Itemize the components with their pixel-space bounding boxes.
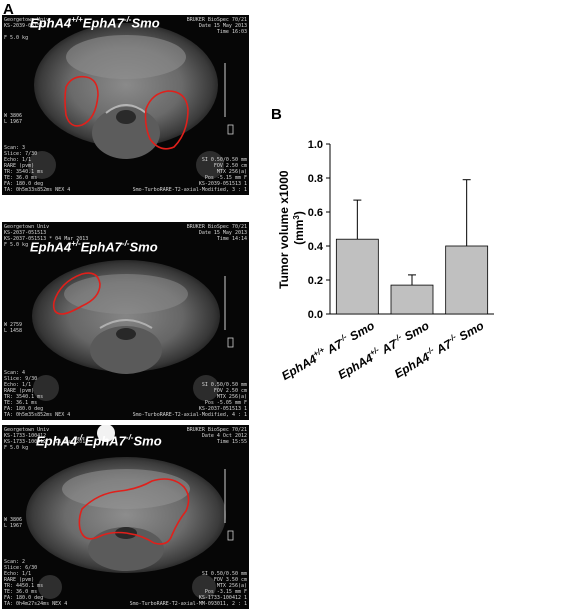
mri-info-top-left: Georgetown Univ KS-2037-051513 KS-2037-0… [4,224,89,248]
bar [335,238,379,315]
y-tick-label: 0.0 [308,309,323,321]
mri-info-window-level: W 2759 L 1458 [4,322,23,334]
brain-scan-graphic [28,23,234,179]
panel-a-letter: A [3,1,14,18]
tumor-outline [78,478,190,545]
mri-image-heterozygous: Georgetown Univ KS-2037-051513 KS-2037-0… [2,222,249,420]
y-axis-label: Tumor volume x1000 (mm3) [277,167,306,289]
genotype-label: EphA4+/-EphA7-/-Smo [30,239,158,255]
tumor-outline-left [64,75,99,127]
panel-b-letter: B [271,106,282,123]
y-tick-label: 0.8 [308,173,323,185]
mri-info-top-left: Georgetown Univ KS-2039-051513 F 5.0 kg [4,17,50,41]
mri-info-bottom-left: Scan: 4 Slice: 9/30 Echo: 1/1 RARE (pvm)… [4,370,71,418]
genotype-label: EphA4+/+EphA7-/-Smo [30,15,160,31]
tumor-outline-right [144,90,189,150]
mri-info-bottom-left: Scan: 2 Slice: 6/30 Echo: 1/1 RARE (pvm)… [4,559,68,607]
mri-info-bottom-right: SI 0.50/0.50 mm FOV 2.50 cm MTX 256(a) P… [132,382,247,418]
mri-info-bottom-right: SI 0.50/0.50 mm FOV 2.50 cm MTX 256(a) P… [132,157,247,193]
category-label: EphA4+/- A7-/- Smo [335,318,431,382]
y-tick-label: 0.6 [308,207,323,219]
mri-info-window-level: W 3806 L 1967 [4,517,23,529]
category-label: EphA4+/+ A7-/- Smo [279,318,377,383]
genotype-label: EphA4-/-EphA7-/-Smo [36,433,162,449]
chart-bars [335,179,489,315]
mri-info-bottom-right: SI 0.50/0.50 mm FOV 3.50 cm MTX 256(a) P… [129,571,247,607]
mri-info-bottom-left: Scan: 3 Slice: 7/30 Echo: 1/1 RARE (pvm)… [4,145,71,193]
svg-text:Tumor volume x1000 (mm3: Tumor volume x1000 (mm3) [277,167,306,289]
mri-image-knockout: Georgetown Univ KS-1733-100412 KS-1733-1… [2,425,249,609]
mri-image-wildtype: Georgetown Univ KS-2039-051513 F 5.0 kg … [2,15,249,195]
category-label: EphA4-/- A7-/- Smo [391,318,486,381]
bar [390,284,434,315]
tumor-outline [52,272,101,315]
mri-info-window-level: W 3806 L 1967 [4,113,23,125]
bar [445,245,489,315]
y-tick-label: 1.0 [308,139,323,151]
tumor-volume-bar-chart: Tumor volume x1000 (mm3) 0.0 0.2 0.4 0.6 0.8… [277,139,494,383]
y-tick-label: 0.4 [308,241,324,253]
y-tick-label: 0.2 [308,275,323,287]
mri-info-top-right: BRUKER BioSpec 70/21 Date 4 Oct 2012 Tim… [186,427,247,445]
brain-scan-graphic [32,260,234,401]
brain-scan-graphic [26,425,234,599]
mri-info-top-left: Georgetown Univ KS-1733-100412 KS-1733-1… [4,427,89,451]
mri-info-top-right: BRUKER BioSpec 70/21 Date 15 May 2013 Ti… [186,224,247,242]
mri-info-top-right: BRUKER BioSpec 70/21 Date 15 May 2013 Ti… [186,17,247,35]
